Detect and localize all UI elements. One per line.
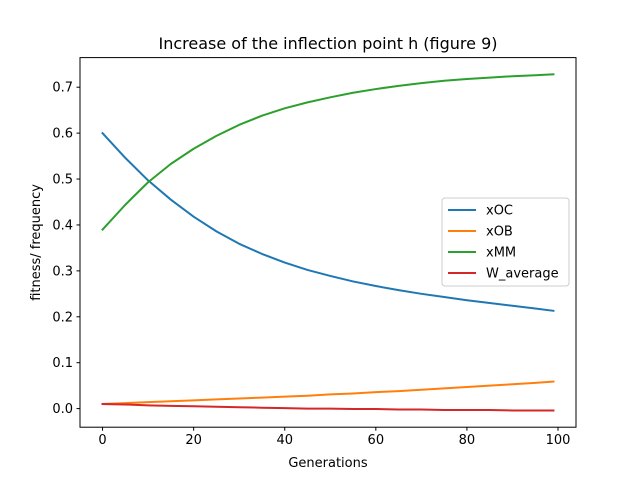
y-tick-label: 0.1 — [52, 356, 73, 371]
y-axis-label: fitness/ frequency — [29, 184, 44, 301]
plot-frame — [79, 57, 577, 428]
series-lines — [101, 73, 555, 412]
series-line-xob — [101, 380, 555, 406]
series-line-xoc — [101, 131, 555, 312]
x-tick-label: 40 — [276, 433, 293, 448]
y-tick-label: 0.6 — [52, 127, 73, 142]
chart-title: Increase of the inflection point h (figu… — [159, 34, 498, 53]
y-tick-label: 0.7 — [52, 81, 73, 96]
x-tick-label: 60 — [368, 433, 385, 448]
x-axis-label: Generations — [288, 456, 368, 471]
y-tick-label: 0.4 — [52, 218, 73, 233]
y-axis-ticks: 0.0 0.1 0.2 0.3 0.4 0.5 0.6 0.7 — [52, 81, 80, 417]
legend-box — [441, 197, 570, 287]
legend-label: xOB — [486, 225, 513, 240]
x-tick-label: 80 — [459, 433, 476, 448]
legend-label: xMM — [486, 246, 516, 261]
x-tick-label: 100 — [546, 433, 571, 448]
series-line-xmm — [101, 73, 555, 231]
legend-label: xOC — [486, 204, 513, 219]
y-tick-label: 0.2 — [52, 310, 73, 325]
legend-label: W_average — [486, 267, 559, 282]
y-tick-label: 0.0 — [52, 402, 73, 417]
y-tick-label: 0.5 — [52, 173, 73, 188]
legend: xOC xOB xMM W_average — [441, 197, 570, 287]
x-tick-label: 0 — [98, 433, 106, 448]
x-axis-ticks: 0 20 40 60 80 100 — [98, 427, 570, 448]
y-tick-label: 0.3 — [52, 264, 73, 279]
x-tick-label: 20 — [185, 433, 202, 448]
series-line-w-average — [101, 402, 555, 412]
